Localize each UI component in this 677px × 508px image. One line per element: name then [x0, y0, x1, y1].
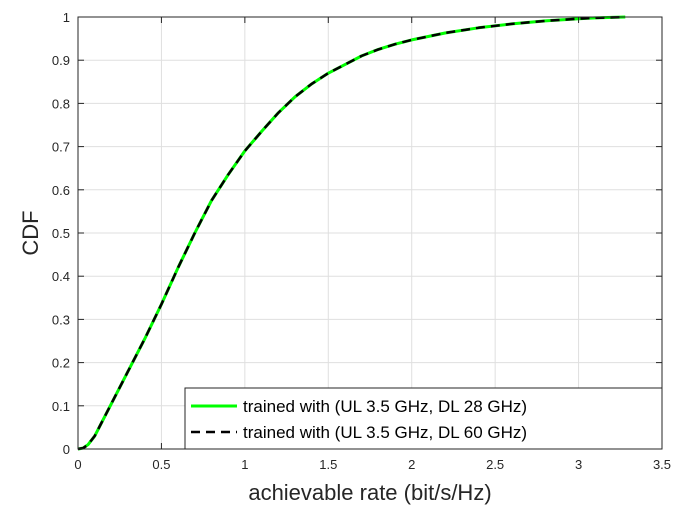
series-line-2: [77, 15, 626, 451]
legend-label-series-1: trained with (UL 3.5 GHz, DL 28 GHz): [243, 397, 527, 416]
x-tick-label: 1: [241, 457, 248, 472]
x-tick-label: 3: [575, 457, 582, 472]
x-tick-label: 1.5: [319, 457, 337, 472]
x-tick-label: 2: [408, 457, 415, 472]
y-tick-label: 0.6: [52, 183, 70, 198]
legend-box: [184, 387, 663, 450]
y-tick-label: 0.8: [52, 96, 70, 111]
y-tick-label: 1: [63, 10, 70, 25]
y-tick-label: 0.3: [52, 312, 70, 327]
y-tick-label: 0.5: [52, 226, 70, 241]
legend: trained with (UL 3.5 GHz, DL 28 GHz) tra…: [184, 387, 663, 450]
y-tick-label: 0: [63, 442, 70, 457]
y-tick-label: 0.1: [52, 399, 70, 414]
x-tick-label: 0: [74, 457, 81, 472]
x-axis-title: achievable rate (bit/s/Hz): [248, 480, 491, 505]
y-tick-label: 0.9: [52, 53, 70, 68]
grid-lines: [78, 17, 662, 449]
y-tick-label: 0.2: [52, 356, 70, 371]
tick-labels: 0 0.5 1 1.5 2 2.5 3 3.5 0 0.1 0.2 0.3 0.4 0.5 0.6 0.7 0.…: [52, 10, 671, 472]
x-tick-label: 3.5: [653, 457, 671, 472]
x-tick-label: 0.5: [152, 457, 170, 472]
x-tick-label: 2.5: [486, 457, 504, 472]
legend-label-series-2: trained with (UL 3.5 GHz, DL 60 GHz): [243, 423, 527, 442]
y-tick-label: 0.7: [52, 140, 70, 155]
y-axis-title: CDF: [18, 210, 43, 255]
series-layer: [77, 15, 626, 451]
y-tick-label: 0.4: [52, 269, 70, 284]
